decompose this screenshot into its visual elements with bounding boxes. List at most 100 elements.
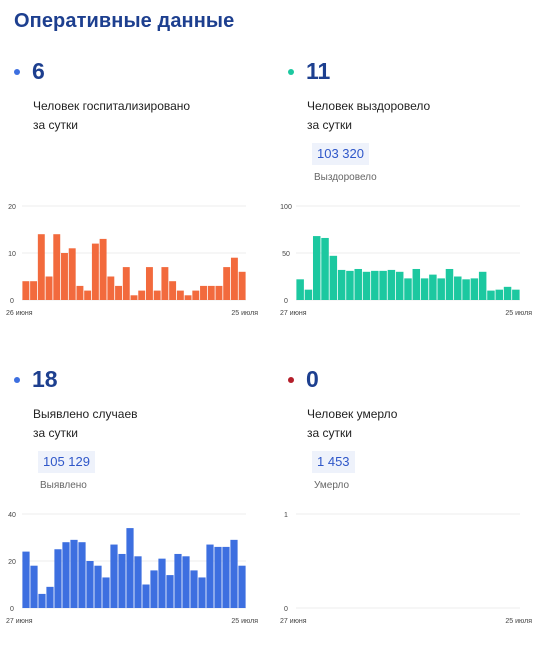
bar: [84, 290, 92, 300]
deaths-chart: 0 1 27 июня 25 июля: [280, 512, 532, 625]
y-tick-label: 100: [280, 204, 292, 211]
y-tick-label: 0: [284, 606, 288, 613]
bar: [70, 539, 78, 608]
bar: [99, 238, 107, 300]
bar: [362, 271, 371, 300]
x-end-label: 25 июля: [231, 618, 258, 625]
bar: [462, 279, 470, 300]
card-description: Человек госпитализировано за сутки: [33, 97, 243, 135]
bar: [412, 268, 421, 300]
bar: [107, 276, 115, 300]
x-start-label: 26 июня: [6, 310, 33, 317]
bar: [222, 546, 230, 608]
bar: [200, 285, 207, 300]
bar: [304, 289, 313, 300]
x-start-label: 27 июня: [280, 310, 307, 317]
card-description: Человек выздоровело за сутки: [307, 97, 517, 135]
card-description: Человек умерло за сутки: [307, 405, 517, 443]
bar: [86, 561, 94, 608]
bar: [78, 542, 86, 608]
bar: [169, 281, 177, 300]
bar: [158, 558, 166, 608]
bar: [192, 290, 200, 300]
bar: [206, 544, 214, 608]
bar: [45, 276, 53, 300]
bullet-dot-icon: [14, 377, 20, 383]
bar: [145, 267, 153, 300]
description-line: за сутки: [307, 118, 352, 132]
bar: [429, 274, 437, 300]
bar: [142, 584, 150, 608]
description-line: Человек умерло: [307, 407, 398, 421]
bar: [134, 556, 142, 608]
bar: [198, 577, 206, 608]
bar: [478, 271, 487, 300]
bar: [91, 243, 99, 300]
description-line: за сутки: [33, 118, 78, 132]
bar: [238, 565, 246, 608]
bar: [161, 267, 169, 300]
bar: [354, 268, 362, 300]
bar: [115, 285, 123, 300]
bar: [94, 565, 102, 608]
bar: [437, 278, 445, 300]
bar: [337, 269, 346, 300]
y-tick-label: 1: [284, 512, 288, 519]
y-tick-label: 50: [282, 251, 290, 258]
total-label: Умерло: [314, 480, 350, 491]
bar: [102, 577, 110, 608]
bar: [37, 234, 45, 300]
bar: [166, 575, 174, 608]
bar: [182, 556, 190, 608]
y-tick-label: 40: [8, 512, 16, 519]
page-title: Оперативные данные: [14, 10, 235, 32]
bar: [130, 295, 138, 300]
bar: [420, 278, 429, 300]
hospitalized-card: 6 Человек госпитализировано за сутки 0 10…: [0, 52, 260, 352]
bar: [379, 270, 387, 300]
bar: [321, 237, 329, 300]
x-end-label: 25 июля: [505, 310, 532, 317]
y-tick-label: 0: [10, 606, 14, 613]
bar: [76, 285, 84, 300]
bar: [230, 539, 238, 608]
bar: [110, 544, 118, 608]
bar: [512, 289, 520, 300]
y-tick-label: 20: [8, 559, 16, 566]
total-label: Выявлено: [40, 480, 87, 491]
y-tick-label: 0: [284, 298, 288, 305]
bar: [312, 236, 321, 300]
bar: [190, 570, 198, 608]
bar: [184, 295, 192, 300]
bar: [329, 255, 338, 300]
bar: [454, 276, 462, 300]
bar: [153, 290, 161, 300]
bar: [118, 553, 126, 608]
cases-chart: 0 20 40 27 июня 25 июля: [6, 512, 258, 625]
bar: [126, 528, 134, 608]
bar: [387, 269, 396, 300]
bar: [214, 546, 222, 608]
bar: [38, 593, 46, 608]
bar: [470, 278, 479, 300]
cases-card: 18 Выявлено случаев за сутки 105 129 Выя…: [0, 360, 260, 660]
bar: [223, 267, 231, 300]
bar: [150, 570, 158, 608]
total-value: 103 320: [312, 143, 369, 165]
bullet-dot-icon: [288, 377, 294, 383]
x-start-label: 27 июня: [280, 618, 307, 625]
bar: [68, 248, 76, 300]
bullet-dot-icon: [288, 69, 294, 75]
bar: [30, 565, 38, 608]
total-label: Выздоровело: [314, 172, 377, 183]
x-end-label: 25 июля: [505, 618, 532, 625]
y-tick-label: 10: [8, 251, 16, 258]
bar: [174, 553, 182, 608]
bar: [30, 281, 38, 300]
y-tick-label: 0: [10, 298, 14, 305]
bar: [215, 285, 223, 300]
x-start-label: 27 июня: [6, 618, 33, 625]
bar: [138, 290, 146, 300]
bar: [445, 268, 454, 300]
bar: [54, 549, 62, 608]
